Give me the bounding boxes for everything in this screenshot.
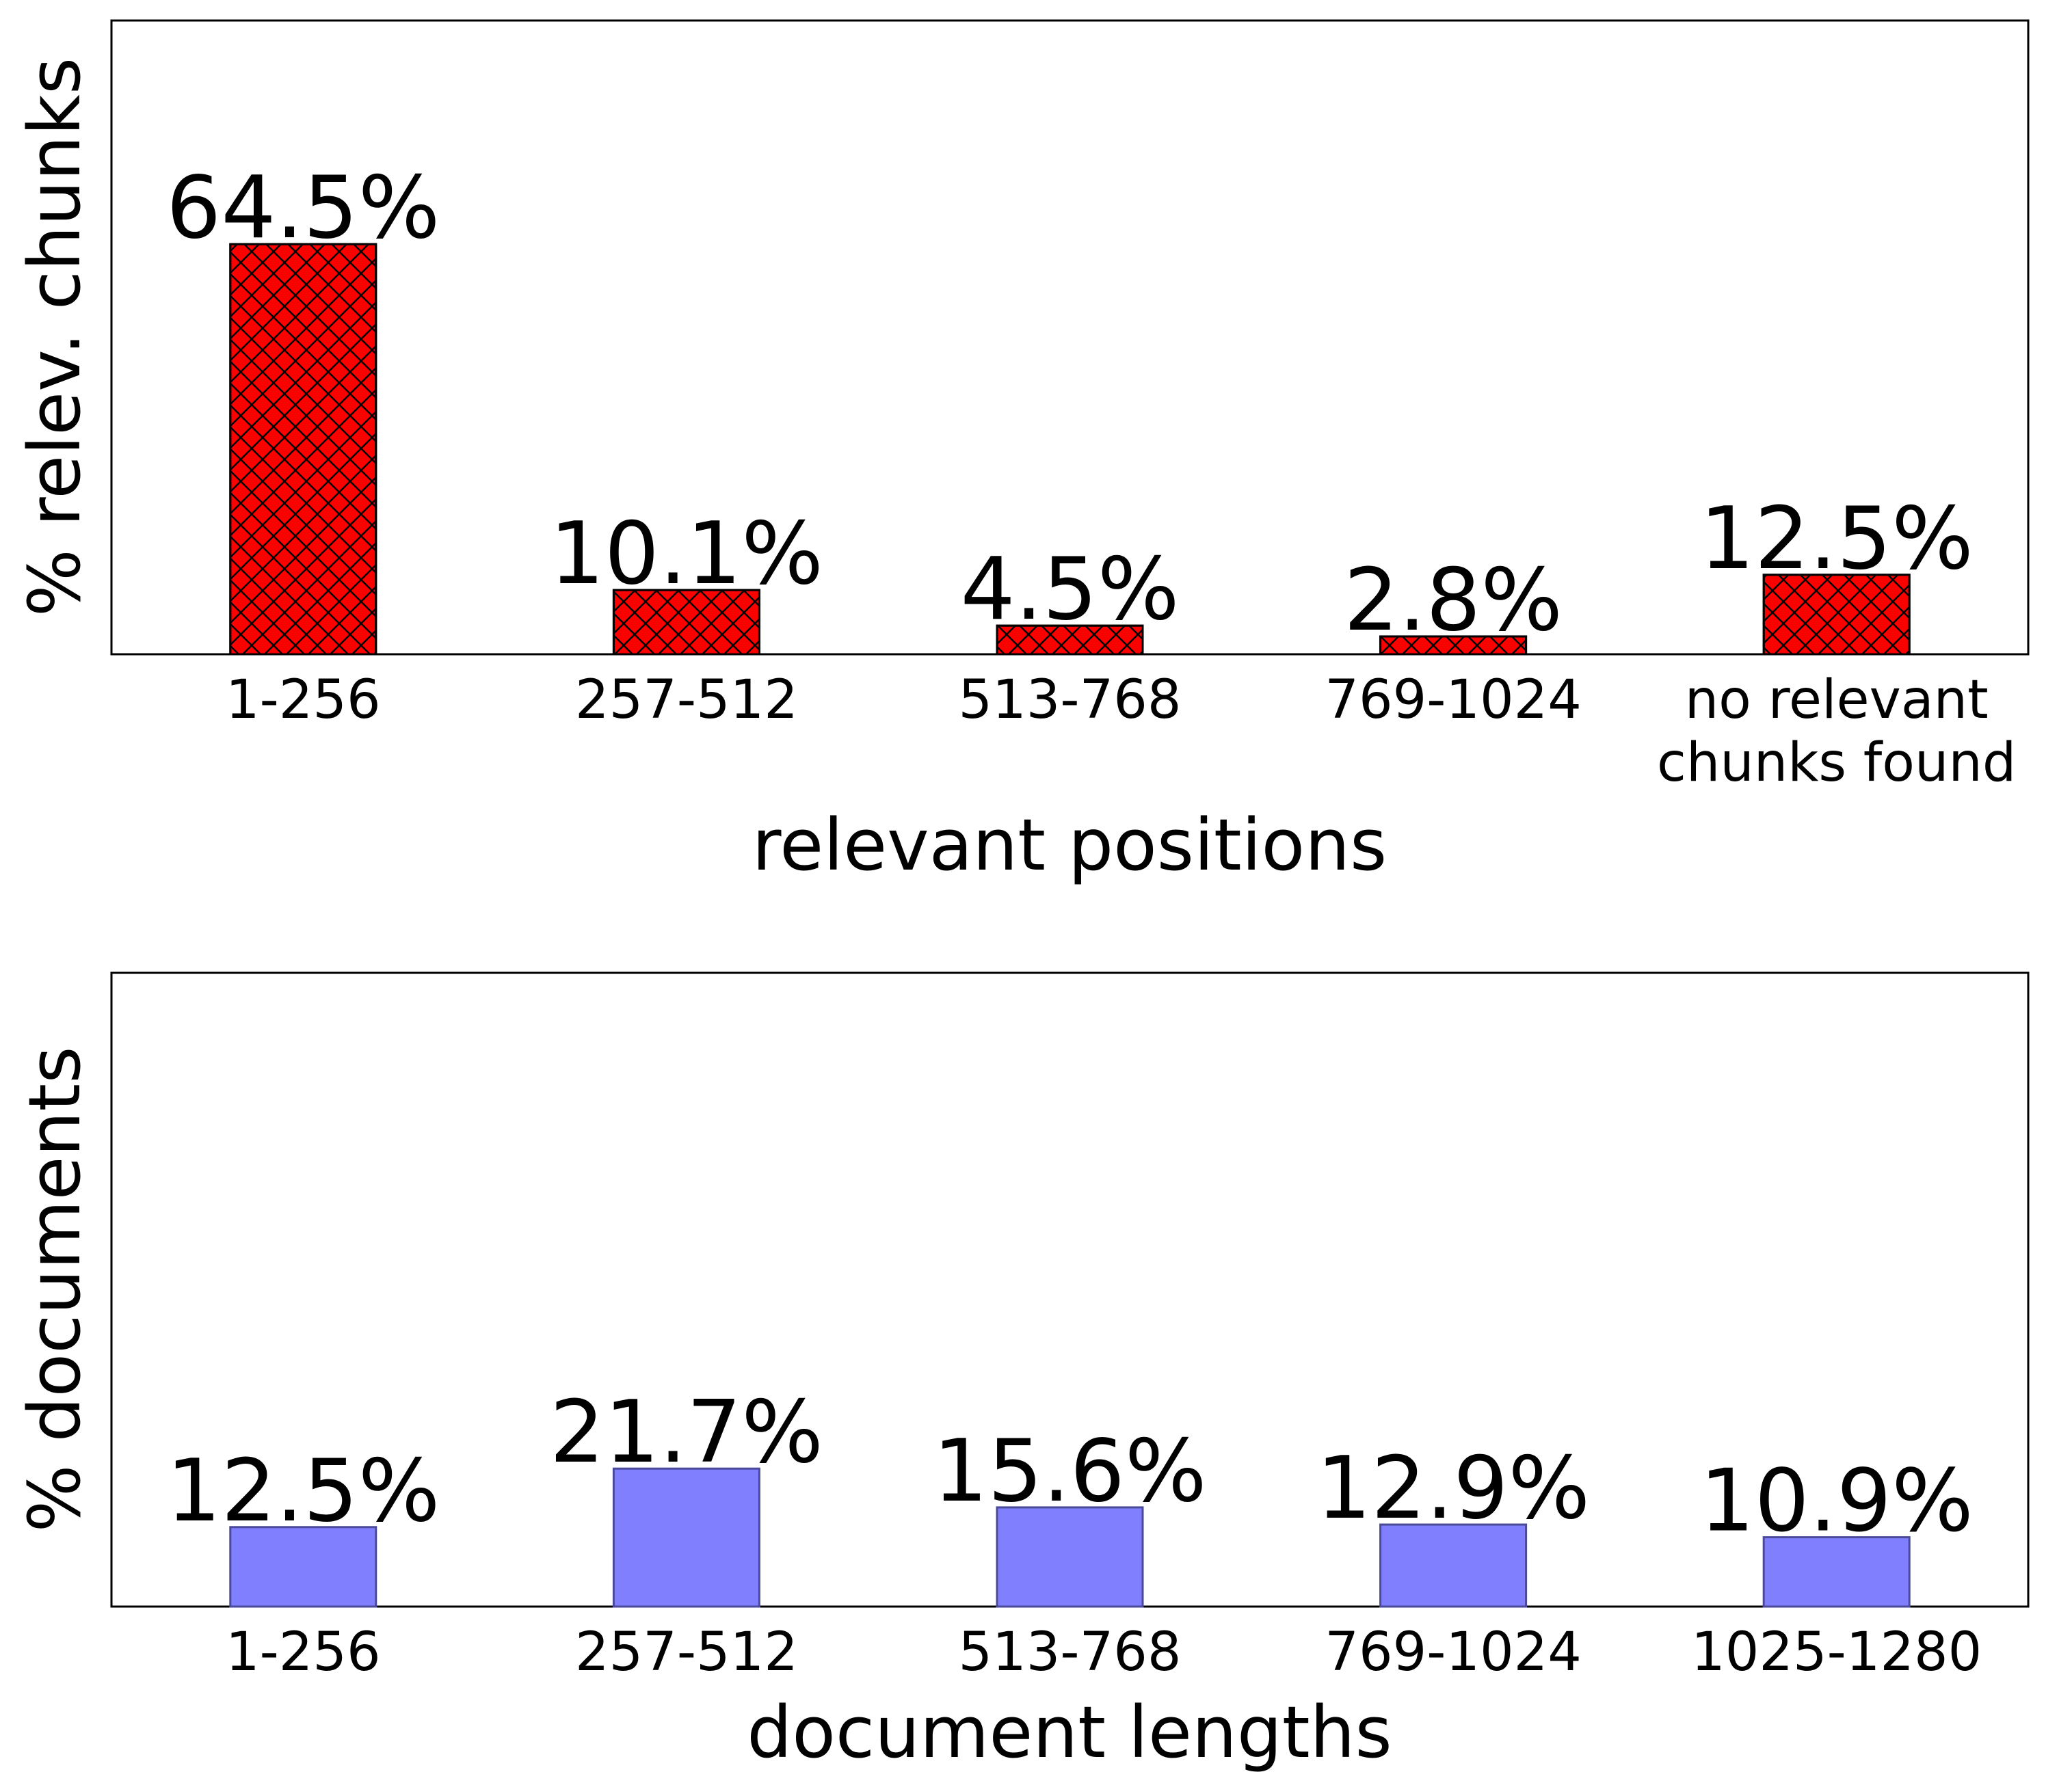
bars-2 xyxy=(229,1467,1911,1608)
bar xyxy=(612,1467,760,1608)
x-tick-labels-2: 1-256 257-512 513-768 769-1024 1025-1280 xyxy=(226,1622,1982,1683)
bar-hatch xyxy=(229,243,377,656)
bar-hatch xyxy=(996,624,1144,656)
bar xyxy=(1379,1523,1528,1608)
y-axis-label-2: % documents xyxy=(13,1047,96,1533)
chart-panel-1: 64.5% 10.1% 4.5% 2.8% 12.5% 1-256 257-512 513-… xyxy=(13,19,2030,887)
x-tick-label: 769-1024 xyxy=(1325,1622,1582,1683)
bar xyxy=(229,1526,377,1608)
data-label: 2.8% xyxy=(1344,550,1563,650)
bar-hatch xyxy=(612,589,760,656)
data-label: 4.5% xyxy=(960,539,1179,639)
data-label: 10.9% xyxy=(1700,1451,1974,1551)
x-axis-label-2: document lengths xyxy=(747,1691,1392,1774)
bars-1 xyxy=(229,243,1911,656)
data-label: 12.5% xyxy=(166,1440,440,1541)
bar-hatch xyxy=(1762,574,1911,656)
x-tick-label: 1-256 xyxy=(226,1622,381,1683)
x-tick-label: 513-768 xyxy=(959,1622,1182,1683)
data-labels-2: 12.5% 21.7% 15.6% 12.9% 10.9% xyxy=(166,1382,1974,1551)
x-tick-labels-1: 1-256 257-512 513-768 769-1024 no relevant ch… xyxy=(226,669,2016,794)
data-label: 15.6% xyxy=(933,1421,1206,1521)
x-tick-label: 513-768 xyxy=(959,669,1182,731)
x-tick-label: 257-512 xyxy=(575,669,798,731)
chart-panel-2: 12.5% 21.7% 15.6% 12.9% 10.9% 1-256 257-512 51… xyxy=(13,971,2030,1774)
data-labels-1: 64.5% 10.1% 4.5% 2.8% 12.5% xyxy=(166,157,1974,650)
data-label: 12.5% xyxy=(1700,488,1974,589)
x-tick-label: 1-256 xyxy=(226,669,381,731)
data-label: 64.5% xyxy=(166,157,440,258)
x-axis-label-1: relevant positions xyxy=(752,803,1387,887)
data-label: 10.1% xyxy=(550,503,823,604)
x-tick-label: 769-1024 xyxy=(1325,669,1582,731)
data-label: 12.9% xyxy=(1316,1438,1590,1538)
bar xyxy=(996,1506,1144,1608)
bar xyxy=(1762,1536,1911,1608)
x-tick-label: no relevant chunks found xyxy=(1657,669,2016,794)
x-tick-label: 257-512 xyxy=(575,1622,798,1683)
bar-hatch xyxy=(1379,635,1528,656)
data-label: 21.7% xyxy=(550,1382,823,1482)
x-tick-label: 1025-1280 xyxy=(1691,1622,1982,1683)
y-axis-label-1: % relev. chunks xyxy=(13,57,96,617)
